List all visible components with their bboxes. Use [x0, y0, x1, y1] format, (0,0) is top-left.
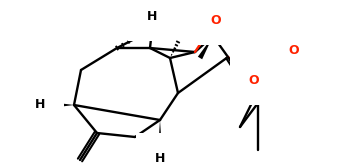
Polygon shape [150, 16, 154, 30]
Text: O: O [211, 13, 221, 27]
Text: O: O [249, 74, 259, 87]
Polygon shape [198, 36, 213, 59]
Polygon shape [56, 103, 74, 107]
Text: O: O [289, 44, 299, 56]
Text: H: H [155, 152, 165, 164]
Polygon shape [158, 120, 162, 155]
Text: H: H [147, 10, 157, 23]
Text: H: H [35, 98, 45, 112]
